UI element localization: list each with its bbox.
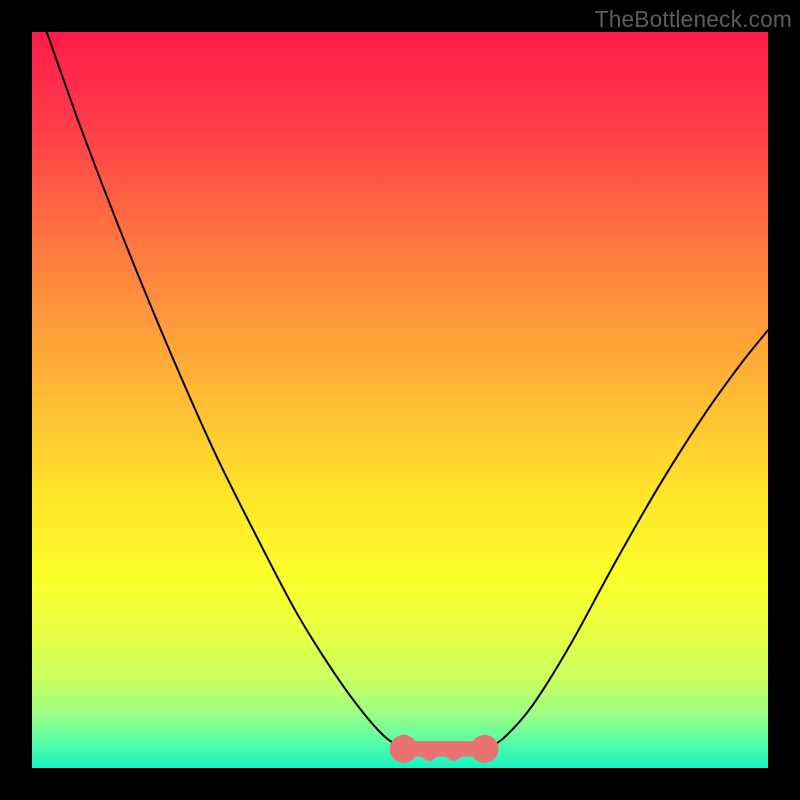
valley-cap-right — [471, 735, 499, 763]
valley-cap-left — [390, 735, 418, 763]
curve-right-branch — [485, 330, 768, 749]
watermark-text: TheBottleneck.com — [595, 6, 792, 33]
valley-bump-1 — [445, 743, 463, 761]
plot-area — [32, 32, 768, 768]
curve-layer — [32, 32, 768, 768]
valley-bump-0 — [421, 743, 439, 761]
curve-left-branch — [47, 32, 404, 749]
